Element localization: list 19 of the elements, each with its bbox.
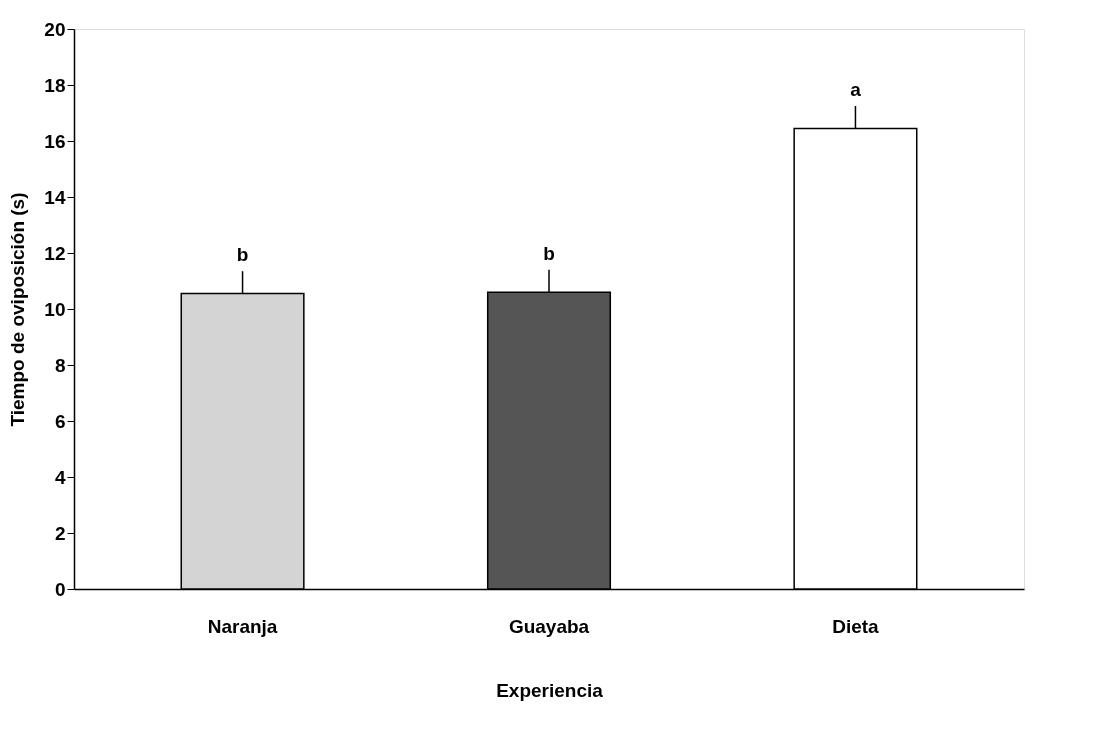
annotation: b — [236, 244, 249, 266]
y-tick-label: 14 — [44, 186, 66, 208]
annotation: a — [850, 79, 862, 100]
x-tick-label: Guayaba — [508, 615, 590, 637]
y-tick-label: 0 — [54, 578, 66, 600]
x-axis-title: Experiencia — [496, 679, 604, 701]
annotation: b — [543, 242, 555, 264]
x-tick-label: Dieta — [832, 615, 880, 637]
y-axis-title: Tiempo de oviposición (s) — [7, 192, 29, 427]
y-tick-label: 4 — [54, 466, 66, 488]
y-tick-label: 10 — [44, 298, 66, 320]
y-tick-label: 12 — [44, 242, 66, 264]
y-tick-label: 20 — [44, 18, 66, 40]
y-tick-label: 6 — [54, 410, 66, 432]
y-tick-label: 18 — [44, 74, 66, 96]
y-tick-label: 8 — [54, 354, 66, 376]
y-tick-label: 16 — [44, 130, 66, 152]
y-tick-label: 2 — [54, 522, 66, 544]
x-tick-label: Naranja — [207, 615, 278, 637]
